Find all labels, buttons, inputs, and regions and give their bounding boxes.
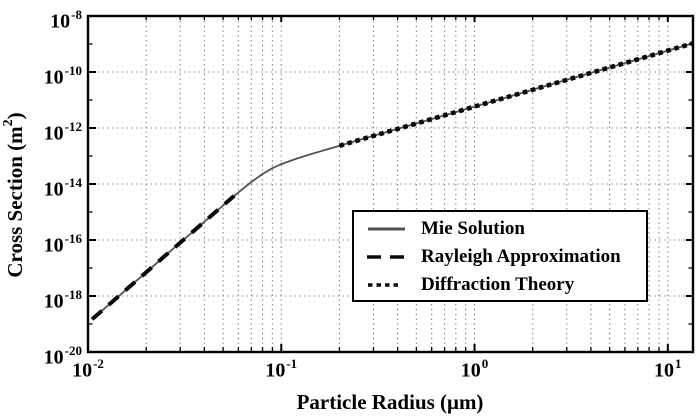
y-axis-title-text: Cross Section (m [3, 126, 27, 278]
series-line-rayleigh-approximation [90, 194, 236, 321]
y-tick-label: 10-10 [43, 63, 82, 89]
y-tick-label: 10-20 [43, 343, 82, 369]
y-tick-label: 10-8 [50, 7, 82, 33]
y-tick-label: 10-12 [43, 119, 82, 145]
mie-line-sample [368, 227, 405, 231]
legend-label-rayleigh: Rayleigh Approximation [421, 246, 621, 267]
x-axis-title: Particle Radius (μm) [296, 390, 484, 414]
x-tick-label: 100 [460, 356, 489, 382]
legend-label-mie: Mie Solution [421, 218, 525, 239]
legend-row-rayleigh: Rayleigh Approximation [364, 243, 646, 271]
x-tick-label: 101 [654, 356, 682, 382]
legend-label-diffraction: Diffraction Theory [421, 274, 575, 295]
y-tick-label: 10-16 [43, 231, 82, 257]
series-line-diffraction-theory [338, 41, 694, 149]
legend-row-mie: Mie Solution [364, 215, 646, 243]
legend-box: Mie Solution Rayleigh Approximation Diff… [352, 210, 648, 302]
x-tick-label: 10-2 [72, 356, 104, 382]
y-tick-label: 10-18 [43, 287, 82, 313]
diffraction-line-sample [368, 283, 401, 287]
legend-row-diffraction: Diffraction Theory [364, 271, 646, 299]
y-tick-label: 10-14 [43, 175, 82, 201]
x-tick-label: 10-1 [265, 356, 298, 382]
rayleigh-line-sample [367, 255, 405, 259]
